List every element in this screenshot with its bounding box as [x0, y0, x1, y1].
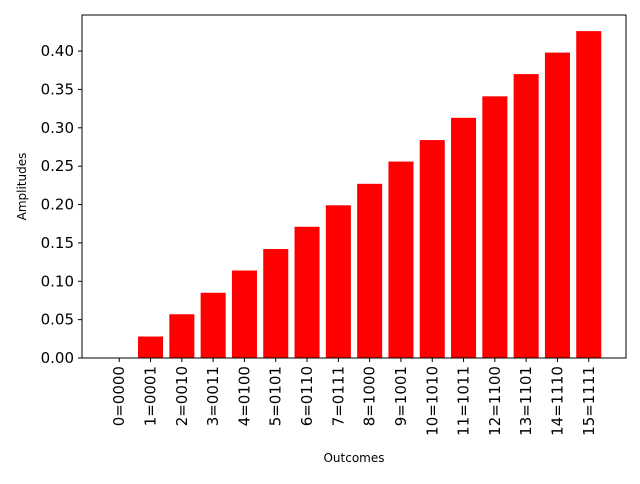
bar-9	[388, 161, 414, 358]
x-axis-ticks: 0=0000 1=0001 2=0010 3=0011 4=0100 5=0101 6=01…	[110, 358, 598, 436]
x-tick-label: 10=1010	[423, 366, 441, 436]
x-tick-label: 3=0011	[204, 366, 222, 426]
bar-12	[482, 96, 508, 359]
bar-10	[419, 140, 445, 358]
x-tick-label: 14=1110	[548, 366, 566, 436]
x-tick-label: 11=1011	[455, 366, 473, 436]
bar-7	[325, 205, 351, 358]
x-tick-label: 2=0010	[173, 366, 191, 426]
plot-frame	[81, 14, 627, 359]
bar-2	[169, 314, 195, 358]
bar-8	[357, 183, 383, 358]
bars-group	[138, 31, 602, 359]
y-tick-label: 0.20	[41, 196, 74, 214]
y-axis-ticks: 0.00 0.05 0.10 0.15 0.20 0.25 0.30 0.35 0.40	[41, 42, 82, 367]
x-tick-label: 9=1001	[392, 366, 410, 426]
bar-6	[294, 226, 320, 358]
y-tick-label: 0.00	[41, 349, 74, 367]
bar-1	[138, 336, 164, 358]
x-tick-label: 6=0110	[298, 366, 316, 426]
x-tick-label: 7=0111	[329, 366, 347, 426]
bar-13	[513, 74, 539, 358]
x-tick-label: 12=1100	[486, 366, 504, 436]
y-axis-label: Amplitudes	[15, 153, 29, 221]
bar-3	[200, 292, 226, 358]
x-tick-label: 8=1000	[361, 366, 379, 426]
y-tick-label: 0.30	[41, 119, 74, 137]
y-tick-label: 0.15	[41, 234, 74, 252]
y-tick-label: 0.10	[41, 272, 74, 290]
bar-11	[451, 117, 477, 358]
x-tick-label: 15=1111	[580, 366, 598, 436]
x-tick-label: 5=0101	[267, 366, 285, 426]
y-tick-label: 0.05	[41, 311, 74, 329]
x-tick-label: 1=0001	[142, 366, 160, 426]
x-axis-label: Outcomes	[323, 451, 384, 465]
y-tick-label: 0.40	[41, 42, 74, 60]
x-tick-label: 4=0100	[235, 366, 253, 426]
y-tick-label: 0.25	[41, 157, 74, 175]
x-tick-label: 0=0000	[110, 366, 128, 426]
y-tick-label: 0.35	[41, 80, 74, 98]
bar-14	[544, 52, 570, 359]
bar-4	[231, 270, 257, 358]
bar-15	[576, 31, 602, 358]
bar-5	[263, 249, 289, 358]
x-tick-label: 13=1101	[517, 366, 535, 436]
